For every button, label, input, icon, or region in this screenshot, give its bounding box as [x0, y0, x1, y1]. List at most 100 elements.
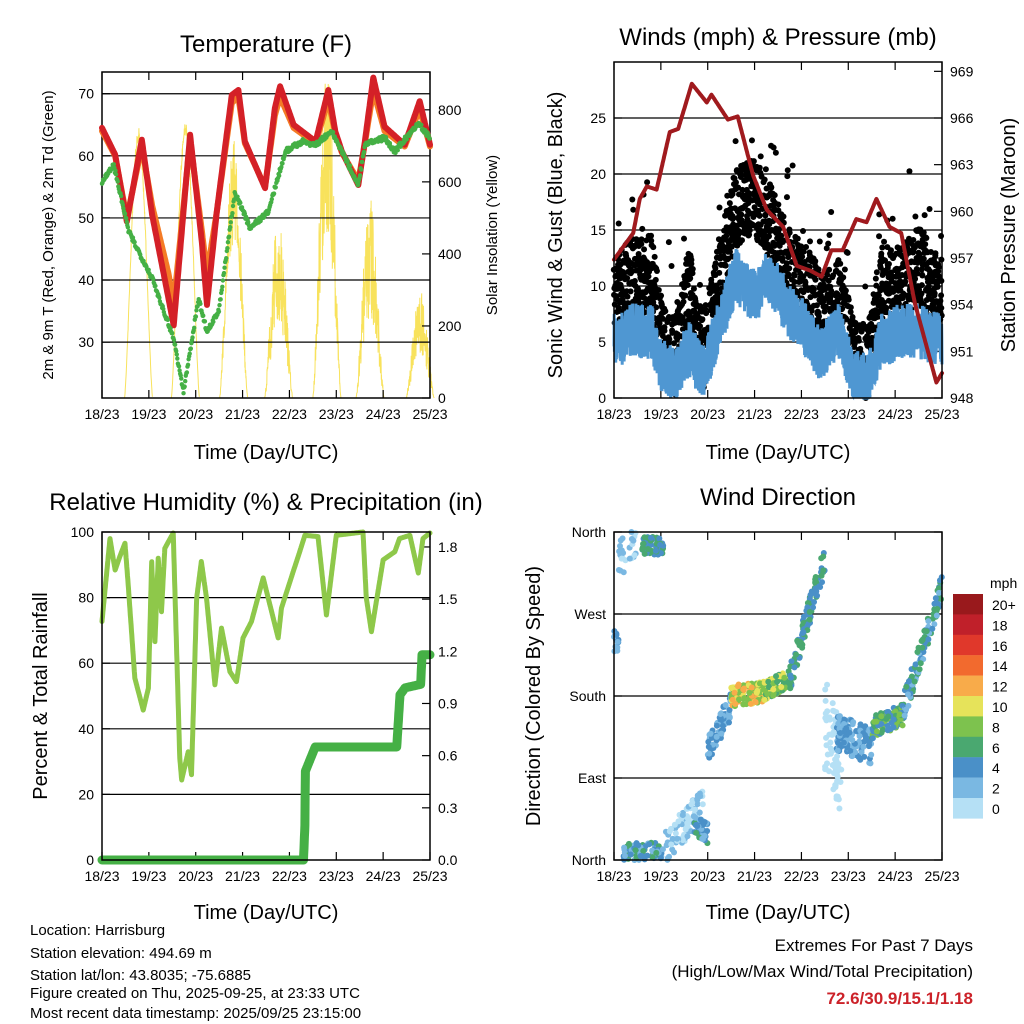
gust-point — [756, 212, 763, 219]
gust-point — [761, 229, 768, 236]
wind-direction-point — [690, 813, 697, 820]
gust-point — [810, 286, 817, 293]
gust-point — [803, 243, 810, 250]
gust-point — [931, 290, 938, 297]
gust-point — [912, 213, 919, 220]
wind-direction-point — [866, 759, 873, 766]
wind-direction-point — [621, 844, 628, 851]
gust-point — [653, 304, 660, 311]
gust-point — [775, 201, 782, 208]
y-right-tick-label: 957 — [950, 250, 974, 266]
y-tick-label: 30 — [78, 334, 94, 350]
gust-point — [680, 298, 687, 305]
wind-direction-point — [873, 728, 880, 735]
x-tick-label: 22/23 — [784, 406, 819, 422]
gust-point — [766, 233, 773, 240]
wind-direction-point — [899, 722, 906, 729]
gust-point — [919, 272, 926, 279]
legend-label: 12 — [992, 679, 1008, 695]
gust-point — [648, 232, 655, 239]
wind-direction-point — [855, 754, 862, 761]
wind-direction-point — [843, 725, 850, 732]
x-tick-label: 18/23 — [84, 406, 119, 422]
y-right-tick-label: 1.5 — [438, 591, 458, 607]
x-tick-label: 21/23 — [737, 868, 772, 884]
wind-direction-point — [640, 541, 647, 548]
y-tick-label: 70 — [78, 86, 94, 102]
y-right-tick-label: 400 — [438, 246, 462, 262]
wind-direction-point — [696, 790, 703, 797]
dewpoint-point — [194, 308, 199, 313]
gust-point — [879, 244, 886, 251]
x-tick-label: 21/23 — [225, 868, 260, 884]
gust-point — [748, 137, 755, 144]
y-right-tick-label: 948 — [950, 390, 974, 406]
solar-insolation-line — [219, 141, 248, 399]
x-tick-label: 22/23 — [272, 406, 307, 422]
wind-direction-point — [649, 854, 656, 861]
gust-point — [650, 244, 657, 251]
wind-direction-point — [628, 536, 635, 543]
gust-point — [815, 266, 822, 273]
info-recent: Most recent data timestamp: 2025/09/25 2… — [30, 1005, 361, 1022]
wind-direction-point — [679, 812, 686, 819]
x-tick-label: 23/23 — [831, 868, 866, 884]
wind-direction-point — [833, 709, 840, 716]
wind-direction-point — [619, 535, 626, 542]
wind-direction-ylabel: Direction (Colored By Speed) — [523, 566, 545, 826]
gust-point — [812, 258, 819, 265]
y-tick-label: North — [572, 852, 606, 868]
gust-point — [887, 247, 894, 254]
dewpoint-point — [222, 265, 227, 270]
dewpoint-point — [221, 270, 227, 276]
y-right-tick-label: 969 — [950, 63, 974, 79]
gust-point — [638, 236, 645, 243]
wind-direction-point — [834, 747, 841, 754]
temperature-ylabel: 2m & 9m T (Red, Orange) & 2m Td (Green) — [40, 90, 57, 379]
gust-point — [776, 226, 783, 233]
gust-point — [783, 260, 790, 267]
wind-direction-point — [846, 729, 853, 736]
gust-point — [732, 138, 739, 145]
wind-direction-point — [684, 823, 691, 830]
gust-point — [756, 164, 763, 171]
y-right-tick-label: 966 — [950, 110, 974, 126]
gust-point — [644, 179, 651, 186]
dewpoint-point — [273, 185, 278, 190]
solar-insolation-line — [312, 83, 342, 399]
wind-direction-xlabel: Time (Day/UTC) — [706, 902, 851, 924]
wind-direction-point — [752, 699, 759, 706]
dewpoint-point — [279, 164, 284, 170]
dewpoint-point — [125, 225, 131, 230]
dewpoint-point — [360, 159, 365, 165]
wind-direction-point — [834, 773, 841, 780]
gust-point — [738, 237, 745, 244]
gust-point — [849, 314, 856, 321]
dewpoint-point — [198, 301, 203, 307]
gust-point — [739, 186, 746, 193]
x-tick-label: 18/23 — [596, 406, 631, 422]
dewpoint-point — [124, 219, 129, 224]
y-tick-label: 20 — [590, 166, 606, 182]
wind-direction-point — [741, 685, 748, 692]
wind-direction-point — [814, 592, 821, 599]
winds-title: Winds (mph) & Pressure (mb) — [619, 24, 936, 51]
panel-3: 18/23 19/23 20/23 21/23 22/23 23/23 24/23 25/23… — [569, 524, 959, 884]
wind-direction-point — [868, 751, 875, 758]
wind-direction-point — [620, 569, 627, 576]
dewpoint-point — [220, 284, 225, 289]
gust-point — [823, 245, 830, 252]
dewpoint-point — [357, 173, 363, 178]
wind-direction-point — [635, 842, 642, 849]
dewpoint-point — [280, 161, 285, 166]
dewpoint-point — [150, 276, 156, 282]
gust-point — [662, 308, 669, 315]
dewpoint-point — [220, 278, 226, 283]
wind-direction-point — [731, 689, 738, 696]
info-created: Figure created on Thu, 2025-09-25, at 23… — [30, 985, 360, 1002]
plot-frame — [613, 531, 943, 861]
dewpoint-point — [271, 191, 277, 196]
wind-direction-point — [653, 849, 660, 856]
gust-point — [689, 265, 696, 272]
